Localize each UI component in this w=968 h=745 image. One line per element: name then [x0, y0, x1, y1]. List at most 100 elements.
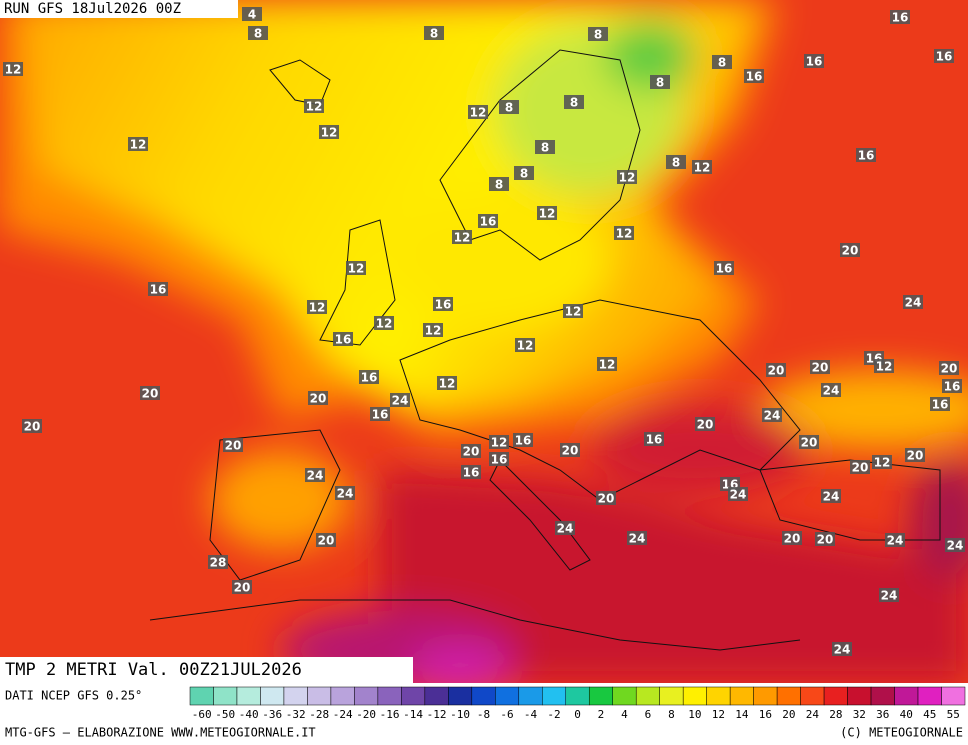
legend-label: -36	[262, 708, 282, 721]
legend-label: 36	[876, 708, 889, 721]
contour-label-box	[885, 533, 905, 547]
contour-label: 12	[470, 106, 487, 120]
title-box	[0, 657, 413, 683]
contour-label: 8	[672, 156, 680, 170]
legend-swatch	[706, 686, 731, 706]
contour-label-box	[370, 407, 390, 421]
contour-label: 16	[515, 434, 532, 448]
legend-swatch	[870, 686, 895, 706]
legend-swatch	[776, 686, 801, 706]
contour-label: 8	[505, 101, 513, 115]
contour-label: 24	[764, 409, 781, 423]
contour-label-box	[597, 357, 617, 371]
contour-label: 8	[254, 27, 262, 41]
contour-label: 12	[376, 317, 393, 331]
contour-label-box	[128, 137, 148, 151]
contour-label: 20	[852, 461, 869, 475]
contour-label-box	[374, 316, 394, 330]
color-legend: -60 -50 -40 -36 -32 -28 -24 -20 -16 -14 -12 -10 -8 -6…	[189, 686, 966, 721]
contour-label-box	[832, 642, 852, 656]
contour-label: 20	[463, 445, 480, 459]
contour-label: 16	[335, 333, 352, 347]
contour-label: 12	[599, 358, 616, 372]
contour-label-box	[728, 487, 748, 501]
contour-label-box	[555, 521, 575, 535]
contour-label: 20	[697, 418, 714, 432]
contour-label: 20	[784, 532, 801, 546]
copyright: (C) METEOGIORNALE	[840, 726, 963, 740]
contour-label: 20	[318, 534, 335, 548]
legend-swatch	[236, 686, 261, 706]
contour-label-box	[478, 214, 498, 228]
contour-label-box	[874, 359, 894, 373]
contour-label-box	[588, 27, 608, 41]
contour-label: 16	[361, 371, 378, 385]
contour-label: 16	[944, 380, 961, 394]
contour-label: 20	[310, 392, 327, 406]
contour-label-box	[489, 435, 509, 449]
contour-label-box	[248, 26, 268, 40]
contour-label: 16	[936, 50, 953, 64]
legend-swatch	[588, 686, 613, 706]
contour-label: 12	[694, 161, 711, 175]
contour-label: 24	[823, 490, 840, 504]
contour-label: 16	[435, 298, 452, 312]
legend-label: 14	[735, 708, 749, 721]
contour-label-box	[308, 391, 328, 405]
contour-label-box	[821, 383, 841, 397]
contour-label-box	[856, 148, 876, 162]
contour-label: 12	[454, 231, 471, 245]
contour-label: 12	[130, 138, 147, 152]
contour-label-box	[617, 170, 637, 184]
contour-label-box	[307, 300, 327, 314]
contour-label-box	[666, 155, 686, 169]
contour-label: 24	[629, 532, 646, 546]
contour-label: 8	[430, 27, 438, 41]
contour-label-box	[930, 397, 950, 411]
contour-label: 12	[619, 171, 636, 185]
contour-label: 16	[150, 283, 167, 297]
contour-label: 8	[594, 28, 602, 42]
legend-label: 12	[712, 708, 725, 721]
legend-swatch	[471, 686, 496, 706]
contour-label-box	[890, 10, 910, 24]
legend-label: -4	[524, 708, 538, 721]
legend-label: -60	[192, 708, 212, 721]
legend-swatch	[189, 686, 214, 706]
legend-label: 2	[598, 708, 605, 721]
contour-label-box	[879, 588, 899, 602]
contour-label: 12	[425, 324, 442, 338]
contour-label: 12	[874, 456, 891, 470]
contour-label-box	[335, 486, 355, 500]
contour-label-box	[359, 370, 379, 384]
contour-label-box	[242, 7, 262, 21]
contour-label: 12	[5, 63, 22, 77]
contour-label-box	[744, 69, 764, 83]
contour-label: 20	[225, 439, 242, 453]
contour-label-box	[316, 533, 336, 547]
legend-swatch	[330, 686, 355, 706]
legend-swatch	[753, 686, 778, 706]
contour-label-box	[304, 99, 324, 113]
contour-label-box	[489, 452, 509, 466]
contour-label-box	[232, 580, 252, 594]
contour-label: 16	[716, 262, 733, 276]
contour-label: 16	[806, 55, 823, 69]
contour-label: 20	[817, 533, 834, 547]
contour-label-box	[762, 408, 782, 422]
legend-label: -40	[239, 708, 259, 721]
legend-label: 24	[806, 708, 820, 721]
contour-label-box	[513, 433, 533, 447]
contour-label-box	[945, 538, 965, 552]
contour-label-box	[905, 448, 925, 462]
contour-label-box	[535, 140, 555, 154]
contour-label-box	[821, 489, 841, 503]
contour-label-box	[148, 282, 168, 296]
contour-label: 20	[234, 581, 251, 595]
legend-label: 40	[900, 708, 913, 721]
contour-label: 12	[539, 207, 556, 221]
legend-swatch	[495, 686, 520, 706]
